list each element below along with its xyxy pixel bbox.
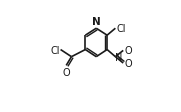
Text: Cl: Cl: [116, 24, 126, 34]
Text: O: O: [124, 46, 132, 56]
Text: N: N: [92, 16, 101, 26]
Text: O: O: [62, 68, 70, 77]
Text: N: N: [115, 52, 123, 62]
Text: Cl: Cl: [50, 45, 60, 55]
Text: O: O: [124, 58, 132, 68]
